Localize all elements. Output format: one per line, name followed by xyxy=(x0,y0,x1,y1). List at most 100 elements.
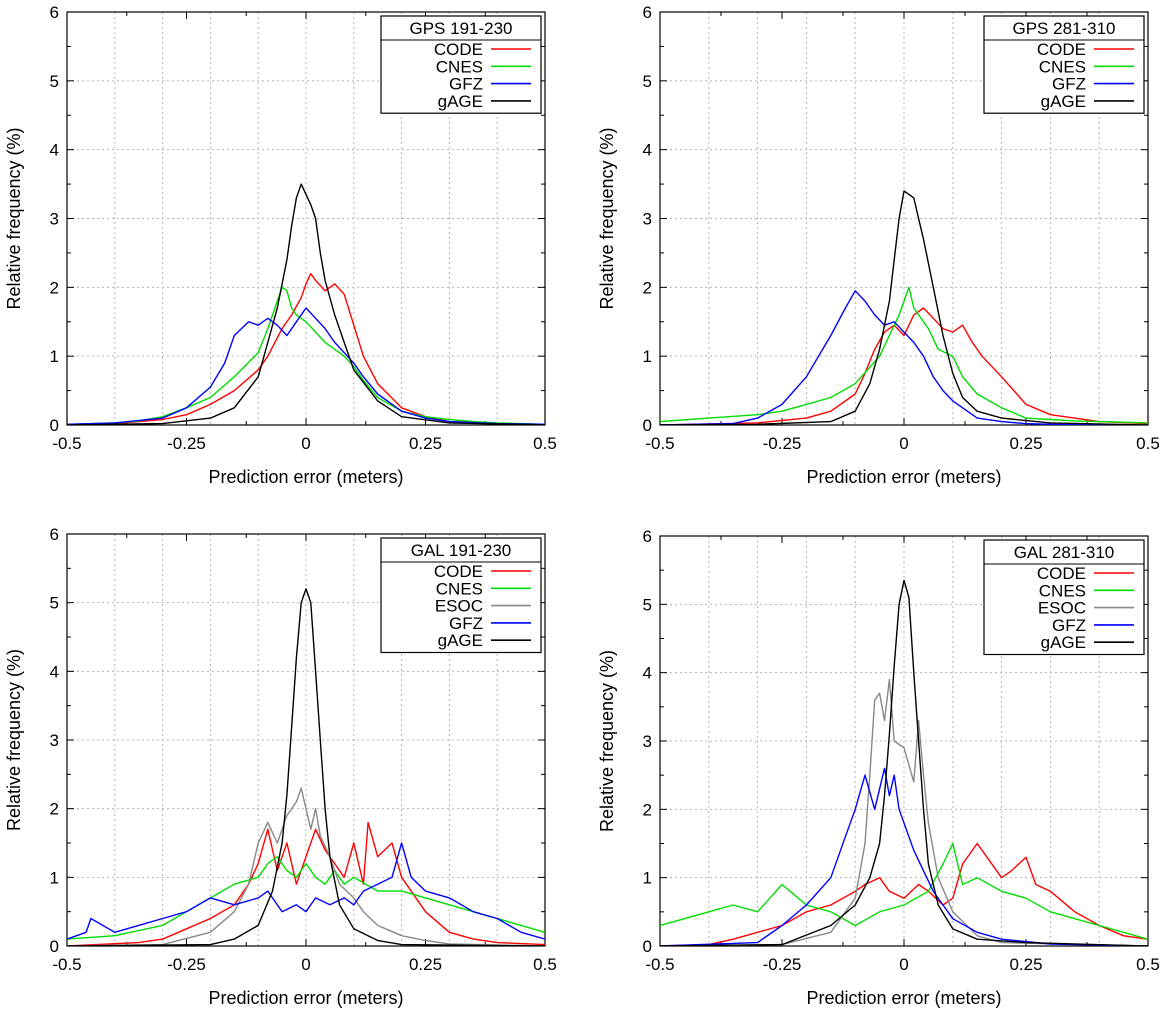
x-tick-label: 0 xyxy=(899,955,908,974)
x-tick-label: 0 xyxy=(301,955,310,974)
x-tick-label: 0 xyxy=(899,434,908,453)
x-tick-label: 0.5 xyxy=(533,434,557,453)
legend-box xyxy=(380,537,542,654)
y-tick-label: 1 xyxy=(50,347,59,366)
y-tick-label: 2 xyxy=(643,278,652,297)
panel-gal-281-310: 0 1 2 3 4 5 6 -0.5 -0.25 0 0.25 0.5 Prediction error… xyxy=(597,527,1160,1008)
y-tick-label: 1 xyxy=(50,868,59,887)
legend-label-code: CODE xyxy=(1037,40,1086,59)
series-line-code xyxy=(660,307,1148,425)
y-tick-label: 3 xyxy=(50,731,59,750)
x-tick-label: 0.25 xyxy=(1009,434,1042,453)
legend-label-cnes: CNES xyxy=(1039,57,1086,76)
x-axis-label: Prediction error (meters) xyxy=(208,467,403,487)
x-tick-label: -0.5 xyxy=(645,955,674,974)
y-tick-label: 2 xyxy=(50,800,59,819)
x-tick-label: 0.25 xyxy=(1009,955,1042,974)
series-line-gage xyxy=(660,190,1148,425)
y-tick-label: 1 xyxy=(643,347,652,366)
legend-label-esoc: ESOC xyxy=(435,597,483,616)
x-tick-label: -0.5 xyxy=(645,434,674,453)
x-tick-label: -0.25 xyxy=(763,434,802,453)
y-tick-label: 3 xyxy=(643,210,652,229)
series-line-cnes xyxy=(660,842,1148,940)
x-tick-label: 0.25 xyxy=(409,434,442,453)
legend-label-cnes: CNES xyxy=(436,57,483,76)
y-tick-label: 6 xyxy=(643,3,652,22)
x-tick-label: 0.5 xyxy=(1136,434,1160,453)
x-axis-label: Prediction error (meters) xyxy=(208,988,403,1008)
y-tick-label: 6 xyxy=(643,527,652,546)
y-tick-label: 0 xyxy=(643,416,652,435)
x-tick-label: 0 xyxy=(301,434,310,453)
y-tick-label: 6 xyxy=(50,3,59,22)
x-tick-label: -0.25 xyxy=(167,955,206,974)
series-line-gfz xyxy=(660,290,1148,425)
legend-label-gfz: GFZ xyxy=(449,75,483,94)
x-tick-label: -0.25 xyxy=(763,955,802,974)
y-tick-label: 5 xyxy=(50,594,59,613)
x-tick-label: 0.25 xyxy=(409,955,442,974)
series-line-gage xyxy=(67,588,545,946)
y-tick-label: 5 xyxy=(50,72,59,91)
y-tick-label: 3 xyxy=(50,210,59,229)
panel-gal-191-230: 0 1 2 3 4 5 6 -0.5 -0.25 0 0.25 0.5 Prediction error… xyxy=(4,525,557,1008)
y-axis-label: Relative frequency (%) xyxy=(597,127,617,309)
series-line-gfz xyxy=(67,842,545,940)
legend-label-code: CODE xyxy=(1037,564,1086,583)
legend-label-code: CODE xyxy=(434,562,483,581)
legend-label-esoc: ESOC xyxy=(1038,599,1086,618)
y-tick-label: 1 xyxy=(643,869,652,888)
legend-label-gfz: GFZ xyxy=(1052,616,1086,635)
y-tick-label: 4 xyxy=(643,664,652,683)
x-tick-label: -0.5 xyxy=(52,955,81,974)
legend-title: GAL 191-230 xyxy=(411,541,512,560)
series-line-gfz xyxy=(67,307,545,425)
y-tick-label: 0 xyxy=(643,937,652,956)
x-tick-label: 0.5 xyxy=(533,955,557,974)
series-line-esoc xyxy=(67,787,545,946)
legend-label-code: CODE xyxy=(434,40,483,59)
legend-label-gage: gAGE xyxy=(438,631,483,650)
y-tick-label: 6 xyxy=(50,525,59,544)
panel-gps-281-310: 0 1 2 3 4 5 6 -0.5 -0.25 0 0.25 0.5 Prediction error… xyxy=(597,3,1160,487)
y-axis-label: Relative frequency (%) xyxy=(4,649,24,831)
y-tick-label: 4 xyxy=(643,141,652,160)
legend-label-cnes: CNES xyxy=(1039,581,1086,600)
y-tick-label: 0 xyxy=(50,416,59,435)
x-tick-label: -0.25 xyxy=(167,434,206,453)
legend-label-gage: gAGE xyxy=(1041,633,1086,652)
legend-label-gage: gAGE xyxy=(1041,92,1086,111)
y-tick-label: 2 xyxy=(643,800,652,819)
y-axis-label: Relative frequency (%) xyxy=(4,127,24,309)
legend-title: GPS 191-230 xyxy=(409,19,512,38)
series-line-code xyxy=(67,272,545,425)
y-tick-label: 3 xyxy=(643,732,652,751)
x-axis-label: Prediction error (meters) xyxy=(806,467,1001,487)
y-tick-label: 0 xyxy=(50,937,59,956)
legend-label-gfz: GFZ xyxy=(449,614,483,633)
y-tick-label: 4 xyxy=(50,141,59,160)
x-tick-label: 0.5 xyxy=(1136,955,1160,974)
legend-label-cnes: CNES xyxy=(436,579,483,598)
x-tick-label: -0.5 xyxy=(52,434,81,453)
y-axis-label: Relative frequency (%) xyxy=(597,650,617,832)
series-line-gage xyxy=(67,183,545,425)
x-axis-label: Prediction error (meters) xyxy=(806,988,1001,1008)
series-line-cnes xyxy=(660,286,1148,424)
legend-title: GAL 281-310 xyxy=(1014,543,1115,562)
y-tick-label: 4 xyxy=(50,662,59,681)
legend-title: GPS 281-310 xyxy=(1012,19,1115,38)
y-tick-label: 2 xyxy=(50,278,59,297)
legend-label-gfz: GFZ xyxy=(1052,75,1086,94)
series-line-gage xyxy=(660,579,1148,946)
series-line-gfz xyxy=(660,767,1148,946)
series-line-code xyxy=(660,842,1148,946)
legend-box xyxy=(380,15,542,114)
legend-box xyxy=(983,539,1145,656)
panel-gps-191-230: 0 1 2 3 4 5 6 -0.5 -0.25 0 0.25 0.5 Prediction error… xyxy=(4,3,557,487)
legend-box xyxy=(983,15,1145,114)
series-line-esoc xyxy=(660,678,1148,946)
y-tick-label: 5 xyxy=(643,72,652,91)
